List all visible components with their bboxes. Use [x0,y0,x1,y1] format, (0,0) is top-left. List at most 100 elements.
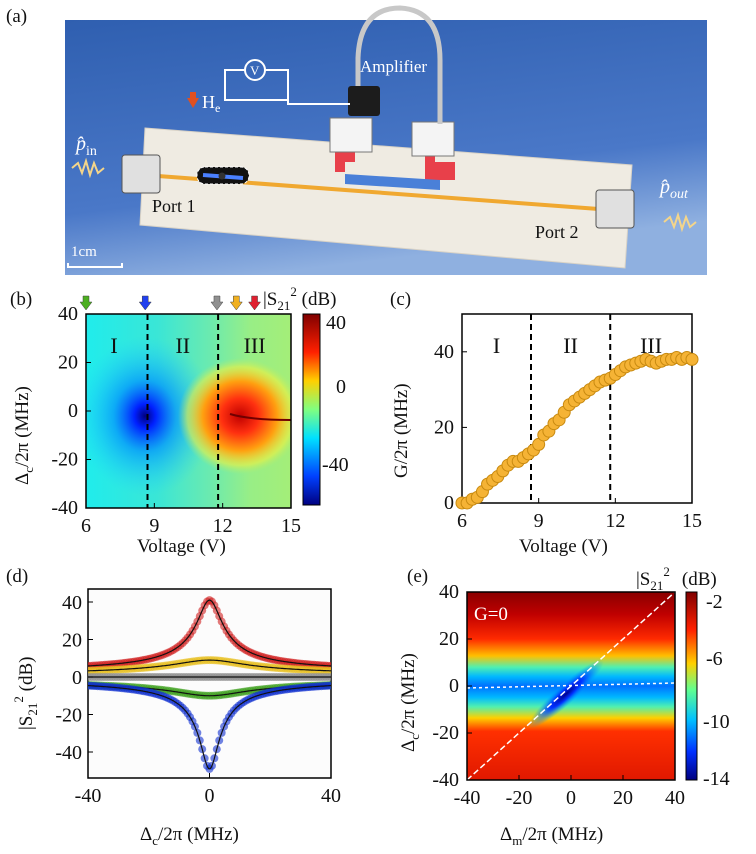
heatmap-b-ytick-label: -20 [51,449,78,471]
line-chart-d: -40 0 40 40 20 0 -20 -40 Δc/2π (MHz) |S212 (dB) [11,588,341,848]
heatmap-e-xtick-label: 40 [665,787,685,809]
panel-label-a: (a) [6,6,27,27]
port1-label: Port 1 [152,196,196,216]
heatmap-e: -40 -20 0 20 40 40 20 0 -20 -40 G=0 -2 -6 -10 -14… [398,564,730,848]
heatmap-e-xtick-label: -20 [506,787,533,809]
device-schematic: V Amplifier He p̂in p̂out Port 1 Port 2 … [65,5,707,275]
colorbar-b-tick: 40 [326,312,346,334]
down-arrow-marker-icon [229,295,243,311]
heatmap-e-ytick-label: -20 [432,722,459,744]
region-label: III [244,333,266,358]
heatmap-b-xlabel: Voltage (V) [137,536,226,557]
line-chart-d-ytick-label: -40 [55,742,82,764]
colorbar-b-tick: -40 [322,454,349,476]
region-label: III [640,333,662,358]
colorbar-e-tick: -6 [706,648,723,670]
voltage-circuit [224,69,350,105]
heatmap-b-xtick-label: 15 [281,515,301,537]
heatmap-b-ylabel: Δc/2π (MHz) [12,386,36,485]
line-chart-d-ytick-label: 20 [62,630,82,652]
p-in-label: p̂in [74,133,97,159]
data-point [685,352,699,366]
field-label: He [202,92,220,115]
heatmap-e-ylabel: Δc/2π (MHz) [398,653,422,752]
colorbar-b-title: |S212 (dB) [263,284,336,313]
port1-connector [121,154,161,194]
fit-line [88,599,331,667]
port2-connector [595,189,635,229]
heatmap-b-ytick-label: 0 [68,400,78,422]
panel-label-e: (e) [407,566,428,587]
line-chart-d-ytick-label: -20 [55,705,82,727]
p-out-label: p̂out [658,176,689,202]
right-connector [411,121,455,157]
series-gray [88,673,331,681]
colorbar-e [685,591,698,781]
line-chart-d-xtick-label: 40 [321,785,341,807]
heatmap-e-diagonal-dip [528,659,604,729]
heatmap-b-ytick-label: 20 [58,352,78,374]
scatter-c-ylabel: G/2π (MHz) [391,383,412,478]
down-arrow-marker-icon [248,295,262,311]
line-chart-d-ylabel: |S212 (dB) [11,657,40,730]
scatter-c-xtick-label: 6 [457,510,467,532]
region-label: II [175,333,190,358]
heatmap-b-ytick-label: 40 [58,303,78,325]
heatmap-b-ytick-label: -40 [51,497,78,519]
colorbar-e-title: |S212 (dB) [636,564,717,593]
line-chart-d-xtick-label: 0 [205,785,215,807]
heatmap-e-xtick-label: 0 [566,787,576,809]
output-signal-icon [663,211,697,233]
fit-line [88,685,331,770]
scatter-c-ytick-label: 40 [434,341,454,363]
red-tab-left [335,152,355,172]
heatmap-e-xtick-label: -40 [454,787,481,809]
voltmeter-icon [244,59,266,81]
region-label: I [110,333,117,358]
heatmap-e-ytick-label: 40 [439,581,459,603]
port2-label: Port 2 [535,222,579,242]
series-blue [88,681,331,773]
heatmap-e-horizontal-line [467,682,675,689]
scatter-c-xlabel: Voltage (V) [519,536,608,557]
line-chart-d-ytick-label: 0 [72,667,82,689]
fit-line [88,659,331,672]
line-chart-d-xtick-label: -40 [75,785,102,807]
scatter-c-xtick-label: 15 [682,510,702,532]
cable [355,5,443,124]
heatmap-b-xtick-label: 6 [81,515,91,537]
region-label: II [563,333,578,358]
series-yellow [88,656,331,675]
heatmap-b-xtick-label: 12 [213,515,233,537]
heatmap-b-ridge [229,413,291,421]
down-arrow-marker-icon [138,295,152,311]
colorbar-e-tick: -2 [706,591,723,613]
voltmeter-label: V [250,63,260,78]
panel-label-c: (c) [390,289,411,310]
down-arrow-marker-icon [210,295,224,311]
left-connector [329,117,373,153]
amplifier-label: Amplifier [360,57,427,76]
scatter-c-xtick-label: 9 [534,510,544,532]
heatmap-e-ytick-label: 0 [449,675,459,697]
region-label: I [493,333,500,358]
scale-bar [67,263,123,268]
heatmap-b-dip [86,336,215,496]
blue-coupler [345,174,440,190]
scatter-c-ytick-label: 20 [434,416,454,438]
line-chart-d-ytick-label: 40 [62,592,82,614]
heatmap-e-xtick-label: 20 [613,787,633,809]
panel-label-b: (b) [10,289,32,310]
red-tab-right [425,152,455,180]
panel-label-d: (d) [6,566,28,587]
heatmap-e-annotation: G=0 [474,604,508,625]
colorbar-b-tick: 0 [336,376,346,398]
heatmap-b-xtick-label: 9 [149,515,159,537]
heatmap-e-xlabel: Δm/2π (MHz) [500,824,603,848]
down-arrow-marker-icon [79,295,93,311]
sphere-icon [218,172,226,180]
colorbar-b [302,313,321,506]
